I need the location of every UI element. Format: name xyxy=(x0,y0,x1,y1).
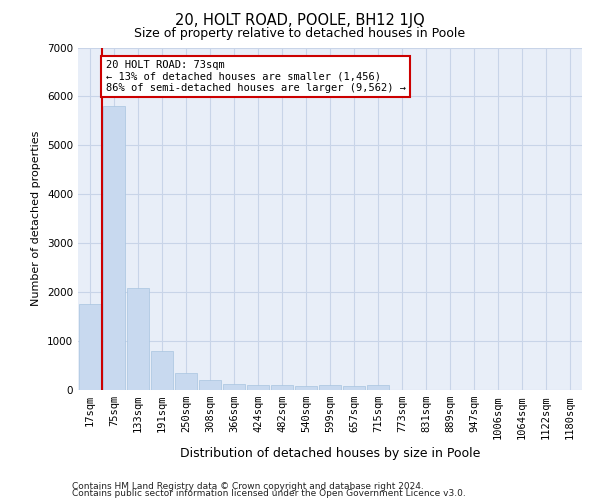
Text: 20, HOLT ROAD, POOLE, BH12 1JQ: 20, HOLT ROAD, POOLE, BH12 1JQ xyxy=(175,12,425,28)
Text: 20 HOLT ROAD: 73sqm
← 13% of detached houses are smaller (1,456)
86% of semi-det: 20 HOLT ROAD: 73sqm ← 13% of detached ho… xyxy=(106,60,406,93)
Bar xyxy=(367,385,389,390)
Bar xyxy=(175,373,197,390)
Bar xyxy=(295,386,317,390)
Bar xyxy=(223,384,245,390)
X-axis label: Distribution of detached houses by size in Poole: Distribution of detached houses by size … xyxy=(180,447,480,460)
Bar xyxy=(319,385,341,390)
Bar xyxy=(247,384,269,390)
Bar xyxy=(127,288,149,390)
Y-axis label: Number of detached properties: Number of detached properties xyxy=(31,131,41,306)
Text: Contains HM Land Registry data © Crown copyright and database right 2024.: Contains HM Land Registry data © Crown c… xyxy=(72,482,424,491)
Bar xyxy=(343,386,365,390)
Text: Size of property relative to detached houses in Poole: Size of property relative to detached ho… xyxy=(134,28,466,40)
Text: Contains public sector information licensed under the Open Government Licence v3: Contains public sector information licen… xyxy=(72,489,466,498)
Bar xyxy=(199,380,221,390)
Bar xyxy=(271,385,293,390)
Bar xyxy=(103,106,125,390)
Bar xyxy=(79,304,101,390)
Bar xyxy=(151,351,173,390)
